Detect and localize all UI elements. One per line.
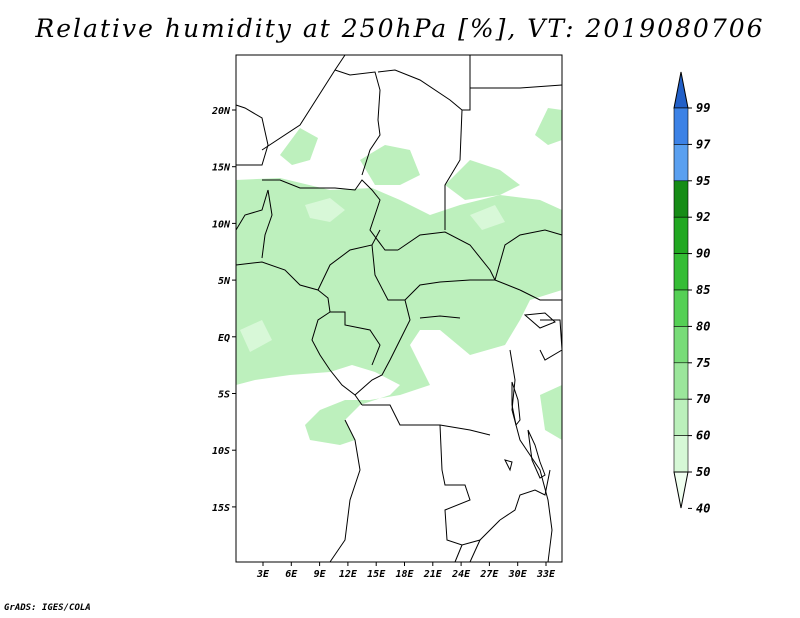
humidity-light-3 (240, 320, 272, 352)
lon-tick-label: 27E (479, 569, 499, 580)
humidity-patch-north2 (360, 145, 420, 185)
lon-tick-label: 30E (508, 569, 528, 580)
country-borders (235, 54, 563, 563)
colorbar-segment (673, 289, 689, 327)
lon-tick-label: 15E (367, 569, 386, 580)
colorbar-label: 50 (696, 465, 710, 479)
lat-tick-label: 15N (212, 163, 231, 174)
lon-tick-label: 24E (451, 569, 471, 580)
colorbar-bottom-arrow (673, 471, 689, 509)
lat-tick-label: 10S (212, 446, 230, 457)
colorbar-label: 70 (696, 392, 710, 406)
humidity-light-1 (305, 198, 345, 222)
humidity-band-west (236, 178, 562, 445)
humidity-patch-ne (535, 108, 562, 145)
lon-tick-label: 12E (339, 569, 358, 580)
lat-tick-label: 15S (212, 503, 230, 514)
map-frame (235, 54, 563, 563)
latitude-axis: 20N 15N 10N 5N EQ 5S 10S 15S (211, 106, 236, 514)
lon-tick-label: 21E (423, 569, 443, 580)
lon-tick-label: 6E (285, 569, 298, 580)
colorbar-segment (673, 435, 689, 473)
colorbar-segment (673, 362, 689, 400)
colorbar-segment (673, 253, 689, 291)
humidity-patch-se (540, 385, 562, 440)
colorbar-label: 40 (696, 501, 710, 515)
colorbar-label: 95 (696, 174, 710, 188)
colorbar-label: 90 (696, 247, 710, 261)
humidity-patch-north (280, 128, 318, 165)
humidity-light-2 (470, 205, 505, 230)
lon-tick-label: 33E (536, 569, 556, 580)
colorbar-label: 80 (696, 319, 710, 333)
lon-tick-label: 9E (314, 569, 327, 580)
lat-tick-label: 5S (218, 390, 230, 401)
lon-tick-label: 18E (395, 569, 414, 580)
lat-tick-label: 5N (218, 276, 231, 287)
colorbar-label: 99 (696, 101, 710, 115)
colorbar-label: 92 (696, 210, 710, 224)
longitude-axis: 3E 6E 9E 12E 15E 18E 21E 24E 27E 30E 33E (256, 562, 556, 580)
colorbar-top-arrow (673, 71, 689, 109)
colorbar-segment (673, 107, 689, 145)
colorbar-label: 97 (696, 137, 711, 151)
map-title: Relative humidity at 250hPa [%], VT: 201… (35, 14, 765, 43)
humidity-patch-east (445, 160, 520, 200)
colorbar-segment (673, 216, 689, 254)
lon-tick-label: 3E (256, 569, 270, 580)
colorbar-segment (673, 144, 689, 182)
grads-credit: GrADS: IGES/COLA (4, 603, 91, 613)
colorbar: 99 97 95 92 90 85 80 75 70 60 50 40 (673, 71, 711, 515)
colorbar-label: 60 (696, 429, 710, 443)
humidity-shading (236, 108, 562, 445)
lat-tick-label: 10N (212, 219, 231, 230)
colorbar-label: 85 (696, 283, 710, 297)
colorbar-segment (673, 180, 689, 218)
lat-tick-label: 20N (211, 106, 231, 117)
colorbar-segment (673, 326, 689, 364)
colorbar-segment (673, 398, 689, 436)
lat-tick-label: EQ (218, 333, 230, 344)
lakes (419, 312, 556, 479)
colorbar-label: 75 (696, 356, 710, 370)
